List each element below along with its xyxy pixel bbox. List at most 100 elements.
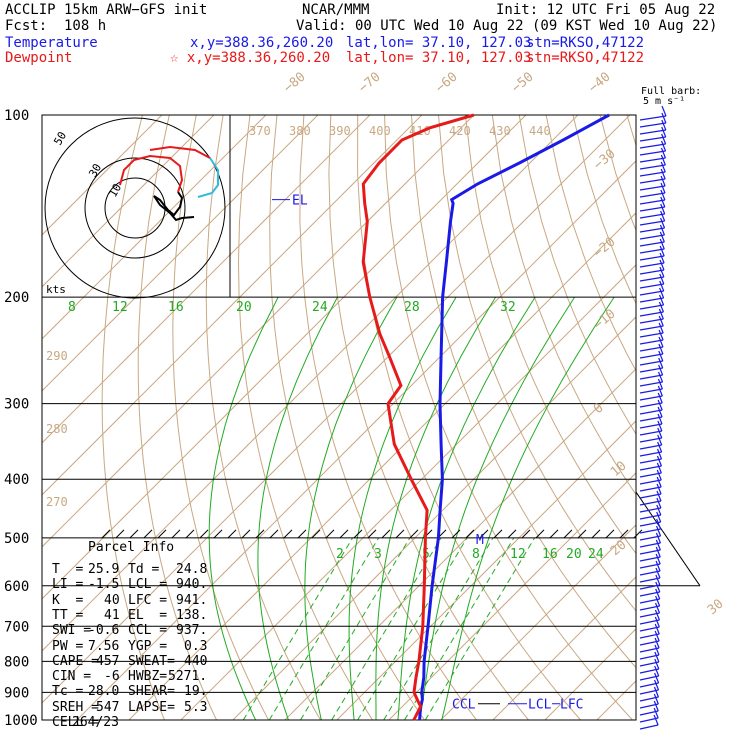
isotherm-label: 30	[705, 597, 727, 619]
moist-adiabat-line	[397, 296, 536, 720]
wind-barb	[639, 371, 664, 387]
hodograph-ring	[44, 117, 226, 299]
freezing-hatch	[381, 529, 391, 539]
hodograph-trace-mid	[149, 145, 211, 159]
dry-adiabat-line	[438, 115, 636, 612]
parcel-key: SWEAT=	[128, 653, 175, 669]
freezing-hatch	[563, 529, 573, 539]
center-label: NCAR/MMM	[302, 2, 370, 18]
wind-barb	[639, 385, 663, 401]
parcel-value: 941.	[176, 592, 208, 608]
isotherm-line	[76, 160, 636, 720]
freezing-hatch	[633, 529, 643, 539]
moist-adiabat-line	[257, 296, 338, 720]
wind-barb	[639, 427, 663, 443]
pressure-tick-label: 400	[4, 472, 29, 488]
wind-barb	[639, 238, 665, 254]
mixing-label: 32	[500, 300, 516, 315]
wind-barb	[639, 322, 664, 338]
hodograph-ring-label: 30	[86, 162, 104, 180]
freezing-hatch	[311, 529, 321, 539]
wind-barb	[639, 133, 667, 149]
parcel-value: 0.3	[184, 638, 208, 654]
wind-barb	[639, 105, 667, 121]
wind-barb	[639, 581, 661, 597]
mixing-label: 20	[236, 300, 252, 315]
parcel-key: PW =	[52, 638, 84, 654]
theta-label: 380	[289, 124, 311, 138]
wind-barb	[639, 308, 664, 324]
mixing-ratio-line	[383, 537, 494, 720]
wind-barb	[639, 574, 661, 590]
freezing-hatch	[507, 529, 517, 539]
parcel-value: 547	[96, 699, 120, 715]
moist-adiabat-line	[208, 296, 279, 720]
wind-barb	[639, 448, 663, 464]
isotherm-label: 10	[608, 459, 630, 481]
isotherm-line	[232, 316, 636, 720]
freezing-hatch	[297, 529, 307, 539]
parcel-value: 937.	[176, 623, 208, 639]
wind-barb	[639, 343, 664, 359]
hodograph-ring-label: 50	[51, 130, 69, 148]
wind-barb	[639, 525, 662, 541]
barb-unit: 5 m s⁻¹	[643, 96, 686, 107]
moist-adiabat-line	[419, 296, 576, 720]
mixing-label: 3	[374, 547, 382, 562]
parcel-key: LFC =	[128, 592, 168, 608]
freezing-hatch	[535, 529, 545, 539]
wind-barb	[639, 245, 665, 261]
temp-station: stn=RKSO,47122	[526, 35, 645, 51]
wind-barb	[639, 182, 666, 198]
wind-barb	[639, 560, 661, 576]
mixing-label: 2	[336, 547, 344, 562]
parcel-value: 28.0	[88, 684, 120, 700]
moist-adiabat-line	[375, 296, 497, 720]
dry-adiabat-line	[411, 115, 636, 669]
parcel-value: 138.	[176, 607, 208, 623]
freezing-hatch	[185, 529, 195, 539]
hodograph-ring	[84, 157, 186, 259]
wind-barb	[639, 546, 661, 562]
dry-adiabat-line	[205, 115, 322, 720]
lcl-label: LCL	[528, 698, 552, 713]
theta-label: 440	[529, 124, 551, 138]
wind-barb	[639, 420, 663, 436]
freezing-hatch	[213, 529, 223, 539]
dry-adiabat-line	[599, 115, 636, 232]
parcel-value: 24.8	[176, 562, 208, 577]
hodograph-trace-low	[153, 191, 195, 222]
hodograph-ring-label: 10	[106, 182, 124, 200]
parcel-value: 7.56	[88, 638, 120, 654]
dry-adiabat-line	[101, 115, 166, 720]
isotherm-line	[42, 115, 319, 392]
parcel-value: 19.	[184, 684, 208, 700]
parcel-title: Parcel Info	[88, 540, 175, 555]
dry-adiabat-line	[299, 115, 478, 720]
freezing-hatch	[605, 529, 615, 539]
parcel-key: EL =	[128, 607, 168, 623]
isotherm-line	[180, 264, 636, 720]
legend-dewpoint: Dewpoint	[5, 50, 73, 66]
wind-barb	[639, 399, 663, 415]
temp-latlon: lat,lon= 37.10, 127.03	[346, 35, 532, 51]
isotherm-label: −50	[509, 69, 537, 96]
freezing-hatch	[591, 529, 601, 539]
plot-frame	[41, 114, 637, 721]
parcel-value: 940.	[176, 577, 208, 593]
wind-barb	[639, 364, 664, 380]
wind-barb	[639, 154, 666, 170]
parcel-key: SREH =	[52, 699, 99, 715]
wind-barb	[639, 518, 662, 534]
lfc-label: LFC	[560, 698, 583, 713]
mixing-ratio-line	[424, 537, 536, 720]
pressure-tick-label: 200	[4, 290, 29, 306]
theta-label: 420	[449, 124, 471, 138]
isotherm-label: −60	[433, 69, 461, 96]
isotherm-line	[42, 115, 423, 496]
isotherm-label: −80	[281, 69, 309, 96]
wind-barb	[639, 588, 661, 604]
dry-adiabat-line	[708, 115, 740, 733]
isotherm-line	[388, 472, 636, 720]
mixing-label: 8	[68, 300, 76, 315]
